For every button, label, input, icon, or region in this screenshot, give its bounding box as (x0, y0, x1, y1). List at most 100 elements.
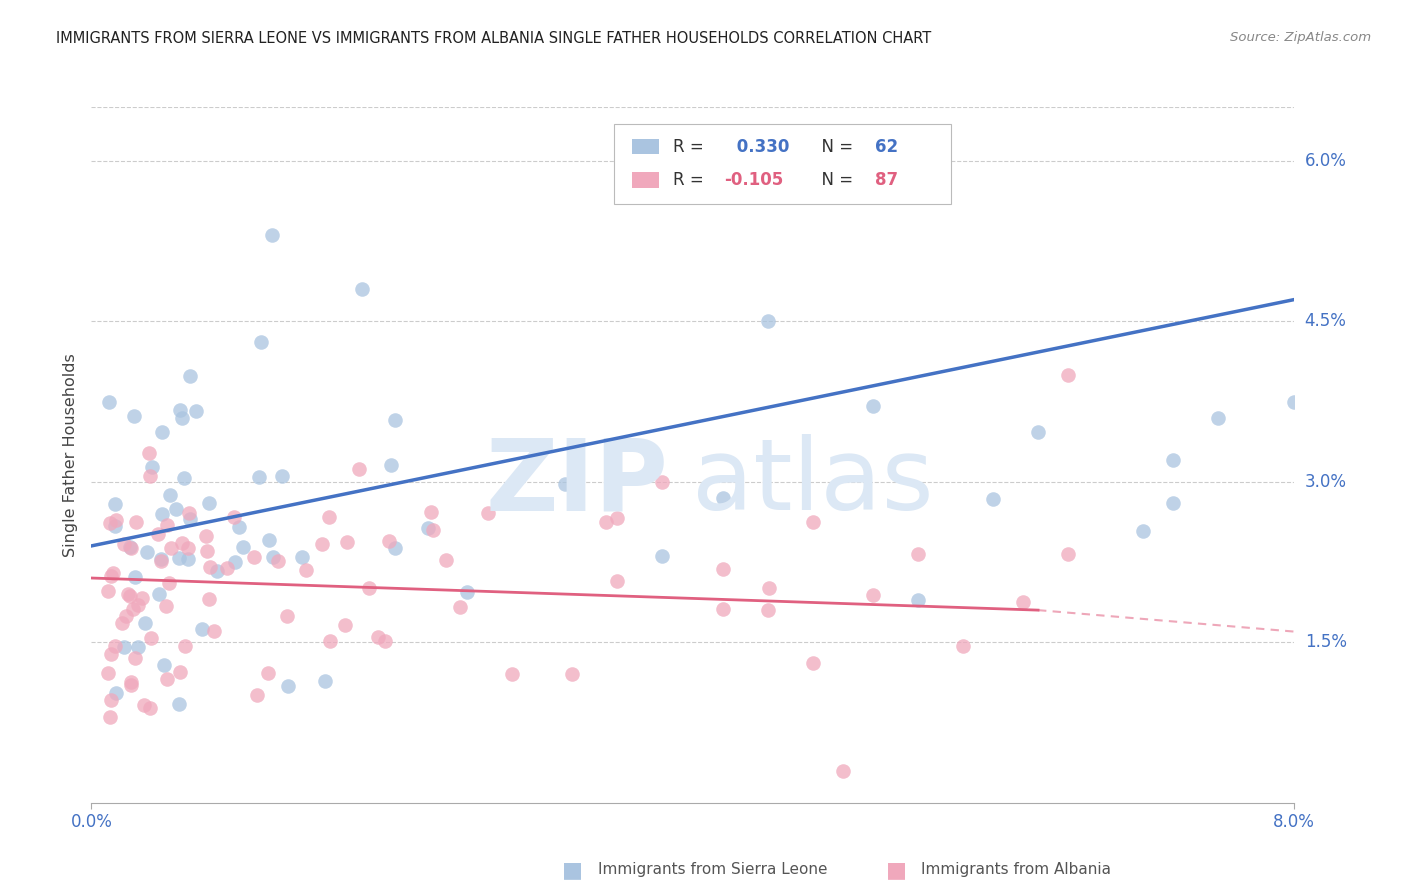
Text: Immigrants from Albania: Immigrants from Albania (921, 863, 1111, 877)
Text: 6.0%: 6.0% (1305, 152, 1347, 169)
Text: 0.330: 0.330 (731, 137, 789, 156)
Point (378, 533, 401, 548)
Point (981, 491, 1004, 506)
Point (104, 686, 127, 700)
Point (318, 633, 340, 648)
Text: 87: 87 (875, 171, 898, 189)
Point (1057, 368, 1080, 382)
Point (117, 587, 139, 601)
Point (801, 515, 824, 529)
Point (195, 543, 218, 558)
Point (150, 552, 173, 566)
Point (98, 710, 121, 724)
Point (152, 507, 174, 521)
Point (136, 545, 159, 559)
Point (153, 658, 176, 673)
Point (952, 639, 974, 653)
Point (98, 394, 121, 409)
Point (198, 592, 221, 607)
Text: 1.5%: 1.5% (1305, 633, 1347, 651)
Point (277, 679, 299, 693)
Text: Immigrants from Sierra Leone: Immigrants from Sierra Leone (598, 863, 827, 877)
Point (651, 475, 673, 489)
Point (1026, 425, 1049, 440)
Point (295, 564, 318, 578)
Point (1161, 496, 1184, 510)
Point (176, 541, 198, 556)
Point (124, 651, 146, 665)
Point (311, 536, 333, 550)
Point (831, 764, 853, 778)
Point (257, 533, 280, 547)
Point (101, 566, 124, 580)
Point (862, 588, 884, 602)
Text: Source: ZipAtlas.com: Source: ZipAtlas.com (1230, 31, 1371, 45)
Point (477, 506, 499, 520)
Point (112, 537, 135, 551)
Point (606, 574, 628, 589)
Point (291, 549, 314, 564)
Point (131, 591, 153, 605)
FancyBboxPatch shape (633, 139, 659, 154)
Point (167, 698, 190, 712)
Point (134, 616, 156, 631)
Point (260, 228, 283, 243)
Text: ■: ■ (562, 860, 583, 880)
Point (176, 551, 198, 566)
Point (359, 581, 381, 595)
Point (333, 618, 356, 632)
Point (1057, 547, 1080, 561)
Point (449, 599, 471, 614)
Point (554, 477, 576, 491)
Point (121, 678, 143, 692)
Point (179, 511, 201, 525)
Point (198, 560, 221, 574)
Point (347, 462, 370, 476)
Point (384, 541, 406, 555)
Point (228, 519, 250, 533)
Point (100, 693, 122, 707)
Point (148, 586, 170, 600)
Point (335, 534, 357, 549)
Point (122, 601, 145, 615)
Point (711, 491, 734, 506)
Point (105, 513, 128, 527)
Point (318, 510, 340, 524)
FancyBboxPatch shape (614, 124, 950, 204)
Point (434, 552, 457, 566)
Text: IMMIGRANTS FROM SIERRA LEONE VS IMMIGRANTS FROM ALBANIA SINGLE FATHER HOUSEHOLDS: IMMIGRANTS FROM SIERRA LEONE VS IMMIGRAN… (56, 31, 932, 46)
Point (96, 583, 118, 598)
Point (907, 593, 929, 607)
Point (907, 547, 929, 561)
Text: N =: N = (811, 171, 859, 189)
Point (150, 425, 173, 439)
Point (256, 665, 278, 680)
Point (100, 647, 122, 661)
Point (205, 564, 228, 578)
Point (139, 468, 162, 483)
Point (651, 549, 673, 564)
Point (104, 497, 127, 511)
Point (222, 510, 245, 524)
Point (314, 673, 336, 688)
Point (250, 334, 273, 349)
Point (862, 399, 884, 413)
Point (169, 403, 191, 417)
Point (271, 469, 294, 483)
Point (112, 640, 135, 654)
Point (456, 585, 478, 599)
Point (100, 568, 122, 582)
Point (122, 409, 145, 424)
Point (149, 554, 172, 568)
Point (711, 562, 734, 576)
Point (267, 554, 290, 568)
Text: 62: 62 (875, 137, 898, 156)
Point (1208, 410, 1230, 425)
Point (179, 369, 201, 384)
Point (111, 616, 134, 631)
Point (115, 609, 138, 624)
Text: 4.5%: 4.5% (1305, 312, 1347, 330)
Text: R =: R = (673, 137, 709, 156)
Point (155, 599, 177, 614)
Point (127, 598, 149, 612)
